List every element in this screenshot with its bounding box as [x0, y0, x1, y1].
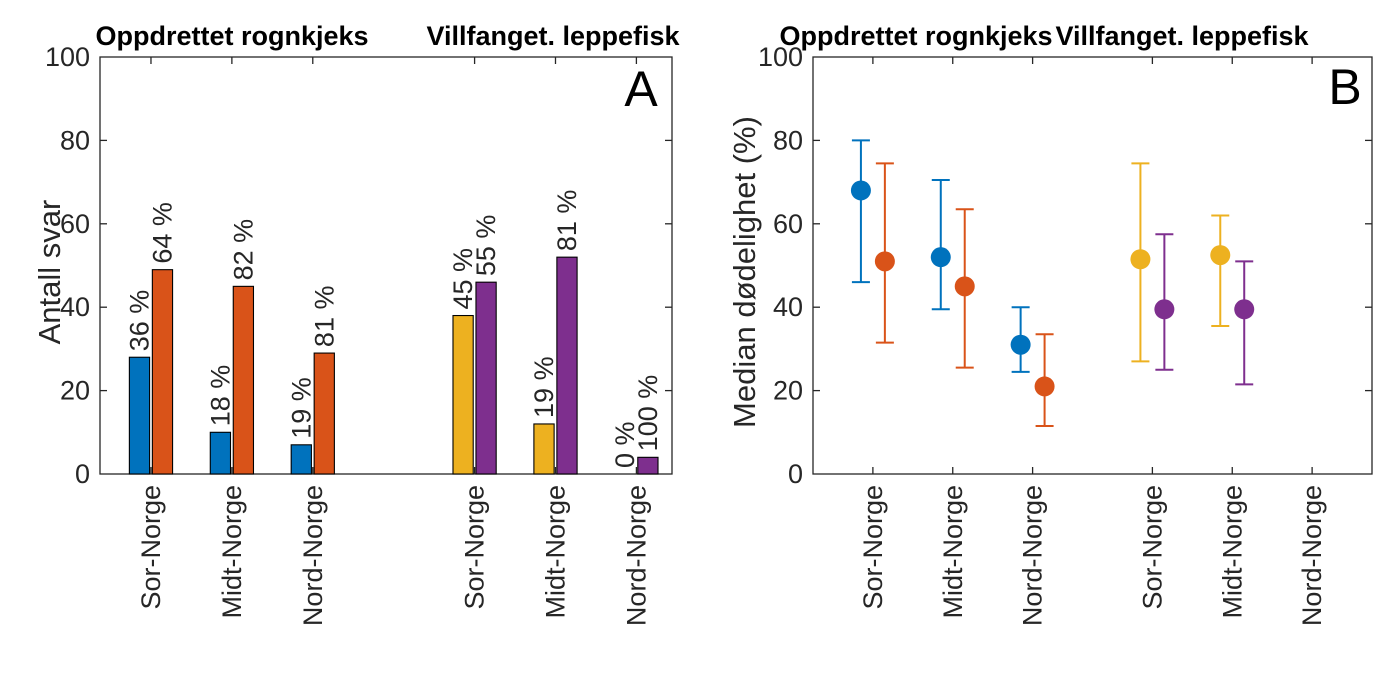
median-marker-purple	[1234, 299, 1255, 320]
axes-box	[99, 56, 673, 475]
bar-percentage-label: 36 %	[124, 290, 154, 352]
median-marker-blue	[850, 180, 871, 201]
x-tick-label: Nord-Norge	[1297, 485, 1327, 626]
y-tick-label: 100	[758, 42, 803, 72]
panel-b-y-axis-label: Median dødelighet (%)	[727, 116, 762, 428]
y-tick-label: 0	[788, 459, 803, 489]
y-tick-label: 20	[773, 376, 803, 406]
panel-a-plot: 0 20 40 60 80 100 Sor-Norge Midt-Norge Nord-Norg…	[45, 42, 673, 626]
bar-percentage-label: 100 %	[633, 375, 663, 452]
median-marker-blue	[1010, 334, 1031, 355]
bar-percentage-label: 0 %	[610, 421, 640, 468]
panel-b-letter: B	[1328, 59, 1362, 115]
bar-percentage-label: 19 %	[529, 356, 559, 418]
x-tick-label: Nord-Norge	[621, 485, 651, 626]
panel-b-title-left: Oppdrettet rognkjeks	[779, 21, 1053, 51]
bar-percentage-label: 45 %	[448, 248, 478, 310]
panel-a-letter: A	[624, 61, 658, 117]
panel-a-title-left: Oppdrettet rognkjeks	[95, 21, 369, 51]
x-tick-label: Sor-Norge	[858, 485, 888, 610]
y-tick-label: 40	[60, 292, 90, 322]
bar-percentage-label: 81 %	[552, 190, 582, 252]
bar-orange	[313, 352, 335, 475]
median-marker-yellow	[1210, 245, 1231, 266]
x-tick-label: Midt-Norge	[217, 485, 247, 619]
y-tick-label: 60	[60, 209, 90, 239]
bar-percentage-label: 64 %	[147, 202, 177, 264]
bar-blue	[290, 444, 312, 475]
panel-b-title-right: Villfanget. leppefisk	[1055, 21, 1309, 51]
bar-percentage-label: 81 %	[309, 286, 339, 348]
bar-percentage-label: 82 %	[228, 219, 258, 281]
y-tick-label: 40	[773, 292, 803, 322]
median-marker-yellow	[1130, 249, 1151, 270]
bar-orange	[151, 269, 174, 475]
panel-a-title-right: Villfanget. leppefisk	[426, 21, 680, 51]
bar-purple	[637, 456, 659, 475]
y-tick-label: 80	[773, 125, 803, 155]
y-tick-label: 0	[75, 459, 90, 489]
bar-yellow	[452, 314, 474, 475]
x-tick-label: Midt-Norge	[938, 485, 968, 619]
bar-percentage-label: 55 %	[471, 215, 501, 277]
y-tick-label: 80	[60, 125, 90, 155]
bar-yellow	[533, 423, 555, 475]
median-marker-blue	[930, 247, 951, 268]
x-tick-label: Sor-Norge	[460, 485, 490, 610]
x-tick-label: Nord-Norge	[298, 485, 328, 626]
axes-box	[812, 56, 1373, 475]
bar-percentage-label: 18 %	[205, 365, 235, 427]
bar-purple	[556, 256, 578, 475]
x-tick-label: Sor-Norge	[1137, 485, 1167, 610]
x-tick-label: Midt-Norge	[1217, 485, 1247, 619]
median-marker-orange	[874, 251, 895, 272]
panel-a-y-axis-label: Antall svar	[32, 199, 67, 345]
y-tick-label: 60	[773, 209, 803, 239]
x-tick-label: Sor-Norge	[136, 485, 166, 610]
bar-orange	[232, 285, 255, 475]
median-marker-orange	[954, 276, 975, 297]
bar-blue	[128, 356, 151, 475]
x-tick-label: Nord-Norge	[1018, 485, 1048, 626]
x-tick-label: Midt-Norge	[540, 485, 570, 619]
bar-purple	[475, 281, 497, 475]
y-tick-label: 20	[60, 376, 90, 406]
bar-blue	[209, 431, 232, 475]
panel-b-plot: 0 20 40 60 80 100 Sor-Norge Midt-Norge Nord-Norg…	[758, 42, 1373, 626]
median-marker-orange	[1034, 376, 1055, 397]
bar-percentage-label: 19 %	[286, 377, 316, 439]
y-tick-label: 100	[45, 42, 90, 72]
median-marker-purple	[1154, 299, 1175, 320]
